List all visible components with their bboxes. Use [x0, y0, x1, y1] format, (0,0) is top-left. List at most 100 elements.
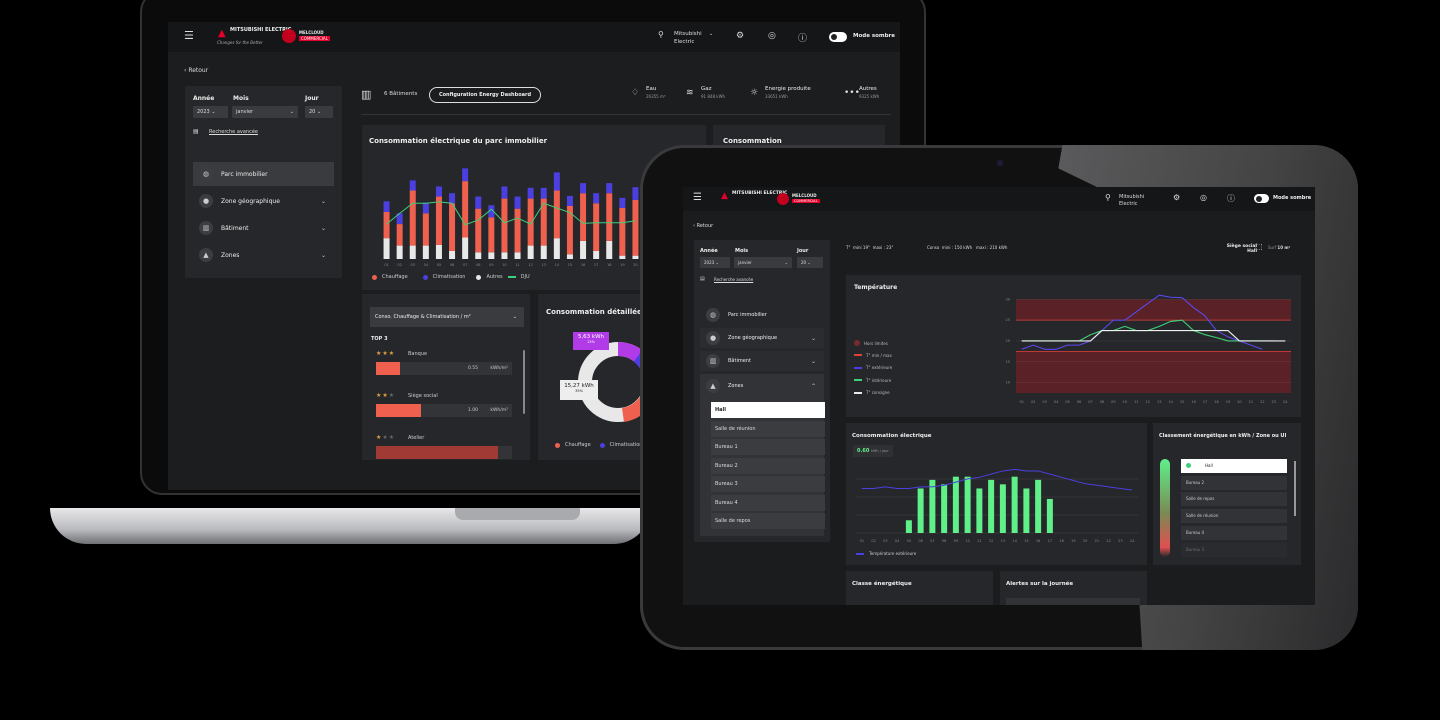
x-tick-label: 15 — [1024, 539, 1028, 543]
donut-legend: Chauffage Climatisation — [555, 442, 642, 448]
gear-icon[interactable]: ⚙ — [736, 31, 745, 41]
user-icon[interactable]: ⚲ — [658, 30, 664, 39]
nav-zone-geographique[interactable]: ● Zone géographique ⌄ — [700, 328, 824, 348]
bar-11 — [976, 488, 983, 533]
x-tick-label: 06 — [450, 263, 454, 267]
ranking-bar: 0.55 kWh/m² — [376, 362, 512, 375]
bar-autres-01 — [383, 238, 390, 259]
gear-icon[interactable]: ⚙ — [1173, 193, 1181, 202]
x-tick-label: 07 — [1088, 400, 1092, 404]
ranking-zone-item[interactable]: Salle de réunion — [1181, 509, 1287, 524]
ranking-zone-item[interactable]: Bureau 4 — [1181, 525, 1287, 540]
out-of-range-band-bottom — [1016, 351, 1291, 393]
scrollbar[interactable] — [523, 350, 525, 414]
bar-climatisation-03 — [409, 180, 416, 191]
y-tick-label: 25 — [1006, 318, 1010, 322]
nav-parc-immobilier[interactable]: ◍ Parc immobilier — [193, 162, 334, 186]
bar-10 — [964, 476, 971, 533]
zone-item[interactable]: Bureau 4 — [711, 494, 825, 511]
hamburger-menu-icon[interactable]: ☰ — [693, 192, 702, 203]
ranking-bar-fill — [376, 362, 401, 375]
year-select[interactable]: 2023 ⌄ — [700, 257, 730, 268]
day-select[interactable]: 20 ⌄ — [797, 257, 823, 268]
star-rating-icon: ★★★ — [376, 434, 396, 441]
user-name-first[interactable]: Mitsubishi — [1119, 194, 1145, 200]
dark-mode-toggle[interactable] — [1254, 194, 1269, 203]
ranking-value: 0.55 — [467, 366, 478, 371]
back-link[interactable]: ‹ Retour — [184, 67, 208, 74]
ranking-zone-card: Classement énergétique en kWh / Zone ou … — [1153, 423, 1301, 565]
donut-label-a: 5,63 kWh 15% — [573, 332, 609, 350]
app-header: ☰ ▲ MITSUBISHI ELECTRIC MELCLOUD COMMERC… — [683, 187, 1315, 211]
ranking-select[interactable]: Conso. Chauffage & Climatisation / m² ⌄ — [370, 307, 524, 327]
advanced-search-link[interactable]: Recherche avancée — [714, 277, 754, 282]
x-tick-label: 24 — [1283, 400, 1288, 404]
nav-zones[interactable]: ▲ Zones ⌃ — [700, 376, 824, 396]
config-dashboard-button[interactable]: Configuration Energy Dashboard — [429, 87, 541, 103]
x-tick-label: 04 — [424, 263, 429, 267]
scrollbar[interactable] — [1294, 461, 1296, 516]
buildings-icon: ▥ — [361, 88, 372, 101]
nav-zone-geographique[interactable]: ● Zone géographique ⌄ — [193, 190, 334, 212]
back-link[interactable]: ‹ Retour — [693, 223, 714, 229]
temp-legend-item: T° extérieure — [854, 365, 892, 370]
ranking-name: Siège social — [408, 393, 438, 399]
dark-mode-toggle[interactable] — [829, 32, 847, 42]
x-tick-label: 23 — [1272, 400, 1276, 404]
x-tick-label: 09 — [954, 539, 958, 543]
x-tick-label: 10 — [1123, 400, 1127, 404]
user-icon[interactable]: ⚲ — [1105, 193, 1111, 202]
zone-item[interactable]: Salle de repos — [711, 513, 825, 529]
bar-climatisation-18 — [606, 183, 613, 194]
x-tick-label: 10 — [502, 263, 506, 267]
ranking-zone-item[interactable]: Bureau 2 — [1181, 475, 1287, 490]
x-tick-label: 03 — [883, 539, 887, 543]
zone-item[interactable]: Bureau 1 — [711, 439, 825, 455]
bar-chauffage-19 — [619, 207, 626, 256]
brand-name: MITSUBISHI ELECTRIC — [230, 27, 292, 33]
legend-swatch — [854, 366, 862, 369]
zone-item[interactable]: Hall — [711, 402, 825, 418]
zone-item[interactable]: Bureau 3 — [711, 476, 825, 492]
ranking-card: Conso. Chauffage & Climatisation / m² ⌄ T… — [362, 294, 530, 460]
x-tick-label: 12 — [528, 263, 532, 267]
stat-label: Gaz — [701, 86, 712, 92]
chat-icon[interactable]: ◎ — [768, 31, 776, 41]
nav-zones[interactable]: ▲ Zones ⌄ — [193, 244, 334, 266]
globe-icon: ◍ — [706, 308, 720, 322]
nav-batiment[interactable]: ▥ Bâtiment ⌄ — [193, 217, 334, 239]
back-label: Retour — [188, 67, 209, 74]
year-select[interactable]: 2023 ⌄ — [193, 106, 228, 118]
help-icon[interactable]: ⓘ — [798, 34, 808, 44]
info-temperature: T° mini 19° maxi : 23° — [846, 245, 894, 250]
day-select[interactable]: 20 ⌄ — [305, 106, 333, 118]
hamburger-menu-icon[interactable]: ☰ — [184, 29, 194, 42]
bar-chauffage-13 — [540, 198, 547, 246]
globe-icon: ◍ — [199, 167, 213, 181]
temperature-line-chart: 10 15 20 25 30 01 02 03 04 05 06 07 08 09 10 11 12 13 14 15… — [1006, 294, 1291, 404]
help-icon[interactable]: ⓘ — [1227, 194, 1235, 203]
dark-mode-label: Mode sombre — [1273, 195, 1312, 201]
zone-item[interactable]: Bureau 2 — [711, 457, 825, 474]
chevron-down-icon[interactable]: ⌄ — [709, 31, 714, 37]
temperature-card: Température Hors limites T° min / max T° e… — [846, 275, 1301, 417]
day-label: Jour — [305, 95, 319, 102]
advanced-search-link[interactable]: Recherche avancée — [209, 129, 259, 135]
ranking-zone-item[interactable]: Bureau 3 — [1181, 542, 1287, 557]
nav-parc-immobilier[interactable]: ◍ Parc immobilier — [700, 305, 824, 325]
bar-climatisation-14 — [553, 172, 560, 191]
ranking-zone-item[interactable]: Hall — [1181, 459, 1287, 473]
ranking-zone-item[interactable]: Salle de repos — [1181, 492, 1287, 507]
x-tick-label: 14 — [555, 263, 560, 267]
chat-icon[interactable]: ◎ — [1200, 193, 1207, 202]
ranking-unit: kWh/m² — [490, 366, 508, 371]
zone-item[interactable]: Salle de réunion — [711, 420, 825, 437]
bar-chauffage-05 — [435, 196, 442, 245]
user-name-first[interactable]: Mitsubishi — [674, 31, 702, 37]
month-select[interactable]: janvier ⌄ — [734, 257, 792, 268]
bar-chauffage-12 — [527, 198, 534, 246]
legend-label: Hors limites — [864, 340, 888, 346]
nav-batiment[interactable]: ▥ Bâtiment ⌄ — [700, 351, 824, 371]
bar-06 — [917, 488, 924, 533]
month-select[interactable]: janvier ⌄ — [232, 106, 298, 118]
